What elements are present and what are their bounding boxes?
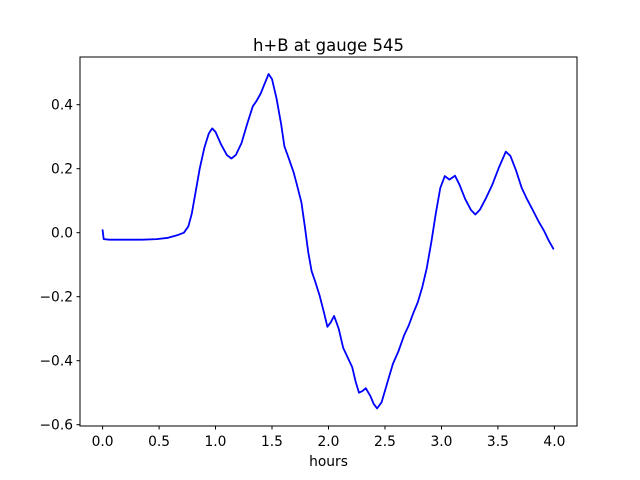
x-tick-label: 3.5 [487, 434, 509, 450]
x-tick-label: 0.5 [148, 434, 170, 450]
plot-series [101, 73, 555, 410]
plot-border [79, 56, 578, 427]
data-line [101, 73, 555, 410]
chart-title: h+B at gauge 545 [253, 36, 404, 55]
y-tick-label: −0.6 [39, 418, 73, 434]
x-axis-label: hours [309, 454, 348, 470]
x-tick-label: 2.5 [374, 434, 396, 450]
x-tick-label: 3.0 [431, 434, 453, 450]
x-tick-label: 2.0 [318, 434, 340, 450]
y-tick-label: −0.4 [39, 354, 73, 370]
y-tick-label: −0.2 [39, 290, 73, 306]
y-tick-label: 0.4 [51, 98, 73, 114]
y-tick-label: 0.2 [51, 162, 73, 178]
axes: 0.0 0.5 1.0 1.5 2.0 2.5 3.0 3.5 4.0 −0.6 −0.4 −0.2 0… [39, 56, 578, 450]
x-tick-label: 4.0 [543, 434, 565, 450]
x-tick-label: 1.5 [261, 434, 283, 450]
x-tick-label: 0.0 [92, 434, 114, 450]
x-tick-label: 1.0 [205, 434, 227, 450]
y-tick-label: 0.0 [51, 226, 73, 242]
